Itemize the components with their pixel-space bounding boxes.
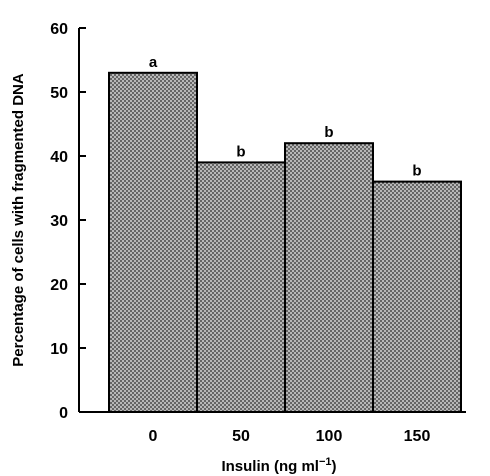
bar-label-150: b bbox=[412, 163, 421, 180]
bars bbox=[108, 71, 462, 414]
y-tick-label-20: 20 bbox=[50, 277, 68, 294]
x-axis-title-superscript: −1 bbox=[319, 456, 332, 468]
x-tick-label-0: 0 bbox=[149, 428, 158, 445]
x-axis-title-end: ) bbox=[332, 458, 337, 475]
bar-label-0: a bbox=[149, 54, 158, 71]
y-tick-label-50: 50 bbox=[50, 85, 68, 102]
x-tick-label-50: 50 bbox=[232, 428, 250, 445]
y-tick-label-30: 30 bbox=[50, 213, 68, 230]
y-tick-label-40: 40 bbox=[50, 149, 68, 166]
y-tick-label-10: 10 bbox=[50, 341, 68, 358]
bar-50 bbox=[196, 161, 286, 413]
y-axis-title: Percentage of cells with fragmented DNA bbox=[10, 73, 27, 367]
x-tick-label-150: 150 bbox=[404, 428, 431, 445]
bar-label-100: b bbox=[324, 124, 333, 141]
x-tick-label-100: 100 bbox=[316, 428, 343, 445]
bar-100 bbox=[284, 142, 374, 413]
y-tick-label-0: 0 bbox=[59, 405, 68, 422]
x-axis-title-main: Insulin (ng ml bbox=[221, 458, 319, 475]
bar-0 bbox=[108, 71, 198, 414]
bar-label-50: b bbox=[236, 143, 245, 160]
x-axis-title: Insulin (ng ml−1) bbox=[221, 456, 336, 475]
bar-labels: a b b b bbox=[149, 54, 422, 180]
y-ticks: 0 10 20 30 40 50 60 bbox=[50, 21, 86, 422]
x-ticks: 0 50 100 150 bbox=[149, 428, 431, 445]
bar-150 bbox=[372, 180, 462, 413]
y-tick-label-60: 60 bbox=[50, 21, 68, 38]
